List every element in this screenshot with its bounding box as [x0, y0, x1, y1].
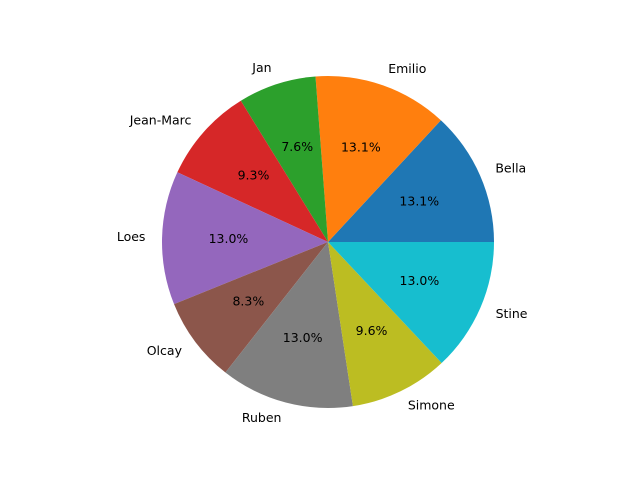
- pie-slice-simone: [328, 242, 442, 407]
- pie-slices: [161, 76, 494, 408]
- slice-label: Ruben: [242, 410, 282, 425]
- pie-slice-olcay: [174, 242, 328, 373]
- pie-labels: Bella 13.1% Emilio 13.1% Jan 7.6% Jean-Marc 9.3…: [117, 60, 528, 425]
- slice-label: Jean-Marc: [129, 112, 192, 127]
- pie-slice-loes: [161, 172, 328, 305]
- percent-label: 7.6%: [281, 139, 313, 154]
- percent-label: 9.6%: [356, 323, 388, 338]
- percent-label: 9.3%: [238, 167, 270, 182]
- pie-slice-ruben: [225, 242, 353, 408]
- percent-label: 13.0%: [283, 330, 323, 345]
- slice-label: Simone: [408, 398, 455, 413]
- slice-label: Stine: [496, 306, 528, 321]
- percent-label: 8.3%: [232, 293, 264, 308]
- slice-label: Olcay: [147, 343, 183, 358]
- slice-label: Bella: [495, 160, 526, 175]
- slice-label: Jan: [251, 60, 271, 75]
- pie-slice-jean-marc: [177, 100, 328, 242]
- pie-slice-bella: [328, 120, 494, 242]
- percent-label: 13.0%: [400, 273, 440, 288]
- percent-label: 13.1%: [341, 139, 381, 154]
- pie-slice-stine: [328, 242, 494, 364]
- pie-slice-jan: [240, 76, 328, 243]
- percent-label: 13.1%: [399, 194, 439, 209]
- pie-slice-emilio: [315, 76, 441, 243]
- percent-label: 13.0%: [209, 231, 249, 246]
- slice-label: Loes: [117, 229, 146, 244]
- slice-label: Emilio: [388, 61, 426, 76]
